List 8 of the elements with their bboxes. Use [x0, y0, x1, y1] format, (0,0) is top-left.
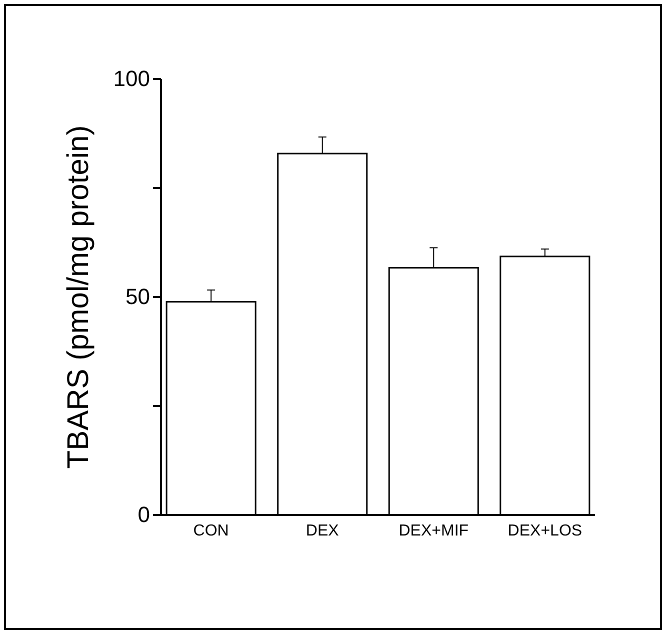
x-tick-label: CON	[193, 522, 229, 540]
y-tick-label: 50	[126, 284, 150, 310]
x-tick-label: DEX	[306, 522, 340, 540]
y-tick-label: 0	[138, 502, 150, 528]
x-tick-label: DEX+MIF	[398, 522, 469, 540]
y-tick-label: 100	[113, 66, 150, 92]
x-tick-label: DEX+LOS	[508, 522, 582, 540]
y-axis-title: TBARS (pmol/mg protein)	[62, 125, 95, 469]
